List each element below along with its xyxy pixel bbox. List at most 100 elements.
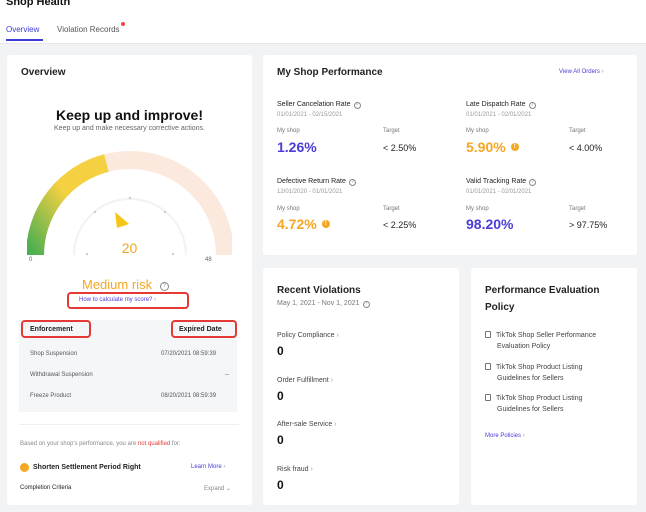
- my-shop-label: My shop: [466, 128, 489, 134]
- highlight-box-expired: [171, 320, 237, 338]
- qualification-highlight: not qualified: [137, 441, 171, 447]
- policy-title-line1: Performance Evaluation: [485, 285, 600, 296]
- view-all-orders-link[interactable]: View All Orders ›: [559, 69, 604, 75]
- enforcement-name: Freeze Product: [30, 393, 72, 399]
- policy-link-line1: TikTok Shop Seller Performance: [496, 332, 597, 339]
- view-all-orders-text: View All Orders: [559, 69, 600, 75]
- target-value: > 97.75%: [569, 220, 608, 230]
- enforcement-table: [19, 320, 237, 412]
- policy-link-line2: Guidelines for Sellers: [497, 375, 564, 382]
- gauge-max: 48: [205, 257, 212, 263]
- gauge-pointer-icon: [115, 212, 129, 228]
- expand-button[interactable]: Expand ⌄: [204, 485, 231, 492]
- policy-link-line1: TikTok Shop Product Listing: [496, 395, 583, 402]
- enforcement-name: Shop Suspension: [30, 351, 78, 357]
- violation-category-link[interactable]: Policy Compliance ›: [277, 332, 339, 339]
- my-shop-value: 1.26%: [277, 139, 317, 155]
- metric-name-text: Defective Return Rate: [277, 178, 346, 185]
- performance-card: My Shop Performance View All Orders › Se…: [263, 55, 637, 255]
- metric-name: Defective Return Rate?: [277, 178, 356, 186]
- policy-link[interactable]: TikTok Shop Product Listing Guidelines f…: [485, 393, 583, 415]
- violation-category-text: Risk fraud: [277, 466, 309, 473]
- risk-label-text: Medium risk: [82, 277, 153, 292]
- target-value: < 2.50%: [383, 143, 417, 153]
- tab-violation-records[interactable]: Violation Records: [57, 25, 120, 34]
- violation-category-text: Policy Compliance: [277, 332, 335, 339]
- learn-more-text: Learn More: [191, 464, 222, 470]
- violation-count: 0: [277, 478, 284, 492]
- policy-link[interactable]: TikTok Shop Product Listing Guidelines f…: [485, 362, 583, 384]
- help-icon[interactable]: ?: [353, 102, 361, 109]
- target-label: Target: [569, 128, 586, 134]
- help-icon[interactable]: ?: [362, 301, 370, 308]
- gauge-min: 0: [29, 257, 33, 263]
- overview-heading: Keep up and improve!: [55, 107, 204, 123]
- overview-card: Overview Keep up and improve! Keep up an…: [7, 55, 252, 505]
- violations-card: Recent Violations May 1, 2021 - Nov 1, 2…: [263, 268, 459, 505]
- violation-count: 0: [277, 344, 284, 358]
- metric-dates: 01/01/2021 - 02/01/2021: [466, 189, 532, 195]
- calc-score-link[interactable]: How to calculate my score? ›: [79, 297, 157, 303]
- gauge-score: 20: [121, 240, 138, 256]
- target-value: < 2.25%: [383, 220, 417, 230]
- policy-title-line2: Policy: [485, 302, 515, 313]
- violation-category-link[interactable]: Order Fulfillment ›: [277, 377, 334, 384]
- help-icon[interactable]: ?: [528, 102, 536, 109]
- document-icon: [485, 394, 491, 401]
- enforcement-name: Withdrawal Suspension: [30, 372, 93, 378]
- qualification-suffix: for:: [171, 441, 181, 447]
- highlight-box-calc: [67, 292, 189, 309]
- tab-overview[interactable]: Overview: [6, 25, 40, 34]
- enforcement-header: Enforcement: [30, 326, 73, 333]
- risk-label: Medium risk ?: [82, 277, 169, 292]
- my-shop-value: 5.90%: [466, 139, 519, 155]
- performance-title: My Shop Performance: [277, 67, 383, 78]
- violation-count: 0: [277, 389, 284, 403]
- violation-category-text: Order Fulfillment: [277, 377, 329, 384]
- policy-link-line2: Evaluation Policy: [497, 343, 551, 350]
- learn-more-link[interactable]: Learn More ›: [191, 464, 226, 470]
- chevron-down-icon: ⌄: [226, 486, 232, 492]
- document-icon: [485, 363, 491, 370]
- warning-icon: [510, 143, 519, 151]
- more-policies-link[interactable]: More Policies ›: [485, 433, 525, 439]
- violation-category-link[interactable]: After-sale Service ›: [277, 421, 337, 428]
- more-policies-text: More Policies: [485, 433, 522, 439]
- policy-card: Performance Evaluation Policy TikTok Sho…: [471, 268, 637, 505]
- violations-range-text: May 1, 2021 - Nov 1, 2021: [277, 300, 360, 307]
- metric-name-text: Late Dispatch Rate: [466, 101, 526, 108]
- my-shop-label: My shop: [466, 206, 489, 212]
- target-value: < 4.00%: [569, 143, 603, 153]
- metric-name: Valid Tracking Rate?: [466, 178, 537, 186]
- help-icon[interactable]: ?: [529, 179, 537, 186]
- calc-score-link-text: How to calculate my score?: [79, 297, 153, 303]
- highlight-box-enforcement: [21, 320, 91, 338]
- document-icon: [485, 331, 491, 338]
- enforcement-date: 08/20/2021 08:59:39: [161, 393, 217, 399]
- help-icon[interactable]: ?: [348, 179, 356, 186]
- help-icon[interactable]: ?: [159, 282, 169, 291]
- metric-name-text: Seller Cancelation Rate: [277, 101, 351, 108]
- policy-link-line2: Guidelines for Sellers: [497, 406, 564, 413]
- expand-text: Expand: [204, 486, 225, 492]
- benefit-name: Shorten Settlement Period Right: [33, 464, 141, 471]
- violation-category-text: After-sale Service: [277, 421, 333, 428]
- divider: [19, 424, 239, 425]
- target-label: Target: [569, 206, 586, 212]
- my-shop-value: 98.20%: [466, 216, 514, 232]
- violations-title: Recent Violations: [277, 285, 361, 296]
- overview-title: Overview: [21, 67, 66, 78]
- expired-date-header: Expired Date: [179, 326, 222, 333]
- overview-subheading: Keep up and make necessary corrective ac…: [54, 125, 205, 132]
- violations-range: May 1, 2021 - Nov 1, 2021?: [277, 300, 370, 308]
- qualification-text: Based on your shop's performance, you ar…: [20, 441, 181, 447]
- metric-dates: 01/01/2021 - 02/01/2021: [466, 112, 532, 118]
- qualification-prefix: Based on your shop's performance, you ar…: [20, 441, 137, 447]
- my-shop-label: My shop: [277, 128, 300, 134]
- policy-link[interactable]: TikTok Shop Seller Performance Evaluatio…: [485, 330, 596, 352]
- tab-active-underline: [6, 39, 43, 41]
- policy-link-line1: TikTok Shop Product Listing: [496, 364, 583, 371]
- violation-category-link[interactable]: Risk fraud ›: [277, 466, 313, 473]
- metric-dates: 12/01/2020 - 01/01/2021: [277, 189, 343, 195]
- completion-criteria-label: Completion Criteria: [20, 485, 72, 491]
